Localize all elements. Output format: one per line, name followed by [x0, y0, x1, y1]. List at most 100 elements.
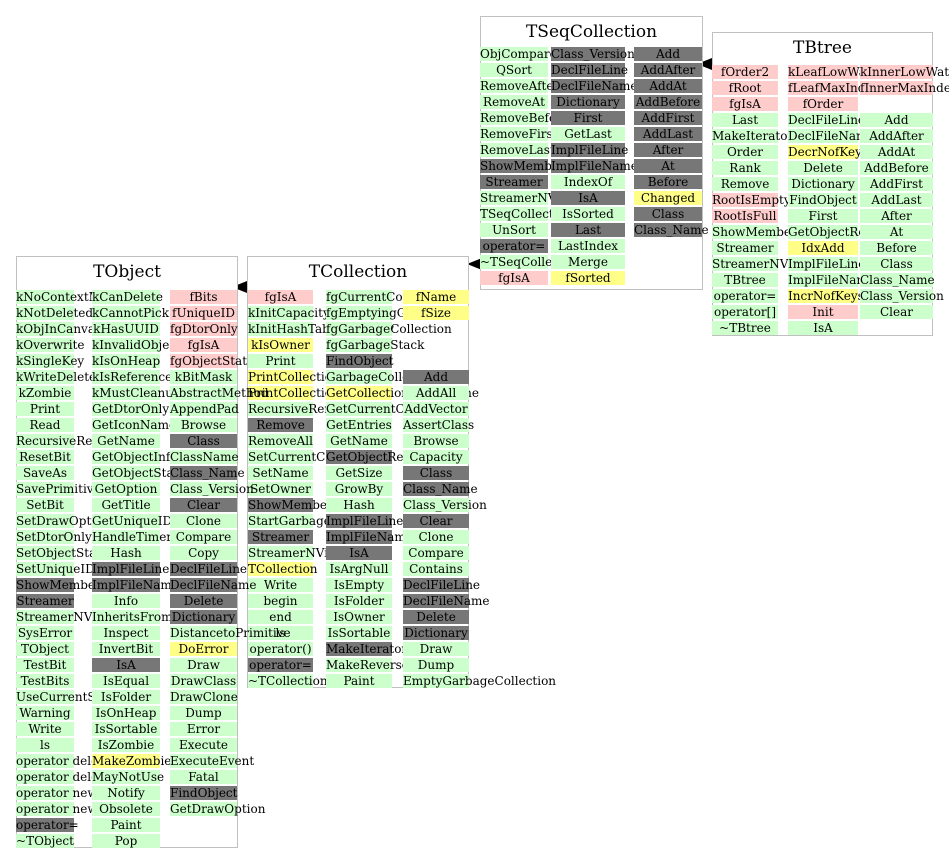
member-cell: GarbageCollect	[326, 370, 421, 384]
member-cell: GetTitle	[92, 498, 160, 512]
member-cell: IncrNofKeys	[788, 289, 864, 303]
member-cell: Clear	[860, 305, 933, 319]
member-cell: fBits	[170, 290, 237, 304]
member-cell: StreamerNVirtual	[248, 546, 358, 560]
member-cell: Print	[16, 402, 74, 416]
member-cell: Clear	[403, 514, 469, 528]
member-cell: Capacity	[403, 450, 469, 464]
member-cell: AbstractMethod	[170, 386, 269, 400]
member-cell: Delete	[403, 610, 469, 624]
member-cell: GetSize	[326, 466, 392, 480]
member-cell: kNoContextMenu	[16, 290, 124, 304]
member-cell: SetObjectStat	[16, 546, 102, 560]
member-cell: IsA	[326, 546, 392, 560]
member-cell: GetObjectStat	[92, 466, 179, 480]
member-cell: GetName	[92, 434, 160, 448]
member-cell: kIsOwner	[248, 338, 313, 352]
member-cell: ResetBit	[16, 450, 74, 464]
member-cell: Delete	[788, 161, 858, 175]
member-cell: LastIndex	[551, 239, 625, 253]
member-cell: IsA	[92, 658, 160, 672]
member-cell: fgIsA	[480, 271, 548, 285]
member-cell: Class_Name	[170, 466, 245, 480]
member-cell: SetDrawOption	[16, 514, 111, 528]
member-cell: Class_Name	[860, 273, 935, 287]
member-cell: SetBit	[16, 498, 74, 512]
member-cell: fUniqueID	[170, 306, 237, 320]
member-cell: ImplFileName	[92, 578, 179, 592]
member-cell: Dump	[170, 706, 237, 720]
member-cell: GetName	[326, 434, 392, 448]
member-cell: fgIsA	[712, 97, 778, 111]
member-cell: Dictionary	[788, 177, 858, 191]
member-cell: kLeafLowWaterMark	[788, 65, 916, 79]
member-cell: DeclFileName	[403, 594, 490, 608]
member-cell: Class_Version	[403, 498, 487, 512]
member-cell: DecrNofKeys	[788, 145, 869, 159]
member-cell: kInitHashTableCapacity	[248, 322, 394, 336]
member-cell: Write	[16, 722, 74, 736]
member-cell: Class_Version	[170, 482, 254, 496]
member-cell: fgGarbageCollection	[326, 322, 452, 336]
class-title-tcollection: TCollection	[308, 262, 408, 282]
member-cell: First	[551, 111, 625, 125]
member-cell: DeclFileName	[170, 578, 257, 592]
member-cell: Hash	[92, 546, 160, 560]
member-cell: kObjInCanvas	[16, 322, 102, 336]
member-cell: RootIsEmpty	[712, 193, 791, 207]
member-cell: Class	[403, 466, 469, 480]
member-cell: TObject	[16, 642, 74, 656]
member-cell: IsSortable	[326, 626, 392, 640]
member-cell: GetDrawOption	[170, 802, 266, 816]
member-cell: kIsReferenced	[92, 370, 180, 384]
member-cell: AppendPad	[170, 402, 239, 416]
member-cell: AddAt	[634, 79, 702, 93]
member-cell: TestBits	[16, 674, 74, 688]
member-cell: AddLast	[860, 193, 933, 207]
member-cell: ShowMembers	[16, 578, 107, 592]
member-cell: IsOwner	[326, 610, 392, 624]
member-cell: After	[634, 143, 702, 157]
member-cell: end	[248, 610, 313, 624]
member-cell: IsFolder	[326, 594, 392, 608]
member-cell: fOrder	[788, 97, 858, 111]
member-cell: Copy	[170, 546, 237, 560]
member-cell: Pop	[92, 834, 160, 848]
member-cell: SetCurrentCollection	[248, 450, 378, 464]
member-cell: operator=	[480, 239, 548, 253]
member-cell: Dictionary	[170, 610, 237, 624]
member-cell: StreamerNVirtual	[16, 610, 126, 624]
member-cell: Streamer	[248, 530, 313, 544]
member-cell: GetEntries	[326, 418, 392, 432]
member-cell: Before	[860, 241, 933, 255]
member-cell	[860, 97, 933, 111]
member-cell: Write	[248, 578, 313, 592]
member-cell: kHasUUID	[92, 322, 160, 336]
member-cell: IsFolder	[92, 690, 160, 704]
member-cell: DeclFileLine	[403, 578, 481, 592]
member-cell: Merge	[551, 255, 625, 269]
member-cell: ~TCollection	[248, 674, 328, 688]
member-cell	[403, 322, 469, 336]
member-cell: InvertBit	[92, 642, 160, 656]
member-cell: ExecuteEvent	[170, 754, 255, 768]
member-cell: Inspect	[92, 626, 160, 640]
member-cell: AddLast	[634, 127, 702, 141]
member-cell: fName	[403, 290, 469, 304]
member-cell: Print	[248, 354, 313, 368]
member-cell: RecursiveRemove	[16, 434, 125, 448]
member-cell: RemoveAfter	[480, 79, 560, 93]
class-title-tbtree: TBtree	[793, 38, 852, 58]
member-cell: Execute	[170, 738, 237, 752]
member-cell: Last	[551, 223, 625, 237]
member-cell: fSize	[403, 306, 469, 320]
member-cell: DeclFileName	[551, 79, 638, 93]
member-cell: fgIsA	[248, 290, 313, 304]
member-cell: Clear	[170, 498, 237, 512]
member-cell: Paint	[326, 674, 392, 688]
member-cell: TBtree	[712, 273, 778, 287]
member-cell: kIsOnHeap	[92, 354, 161, 368]
member-cell: Read	[16, 418, 74, 432]
member-cell: AddVector	[403, 402, 469, 416]
